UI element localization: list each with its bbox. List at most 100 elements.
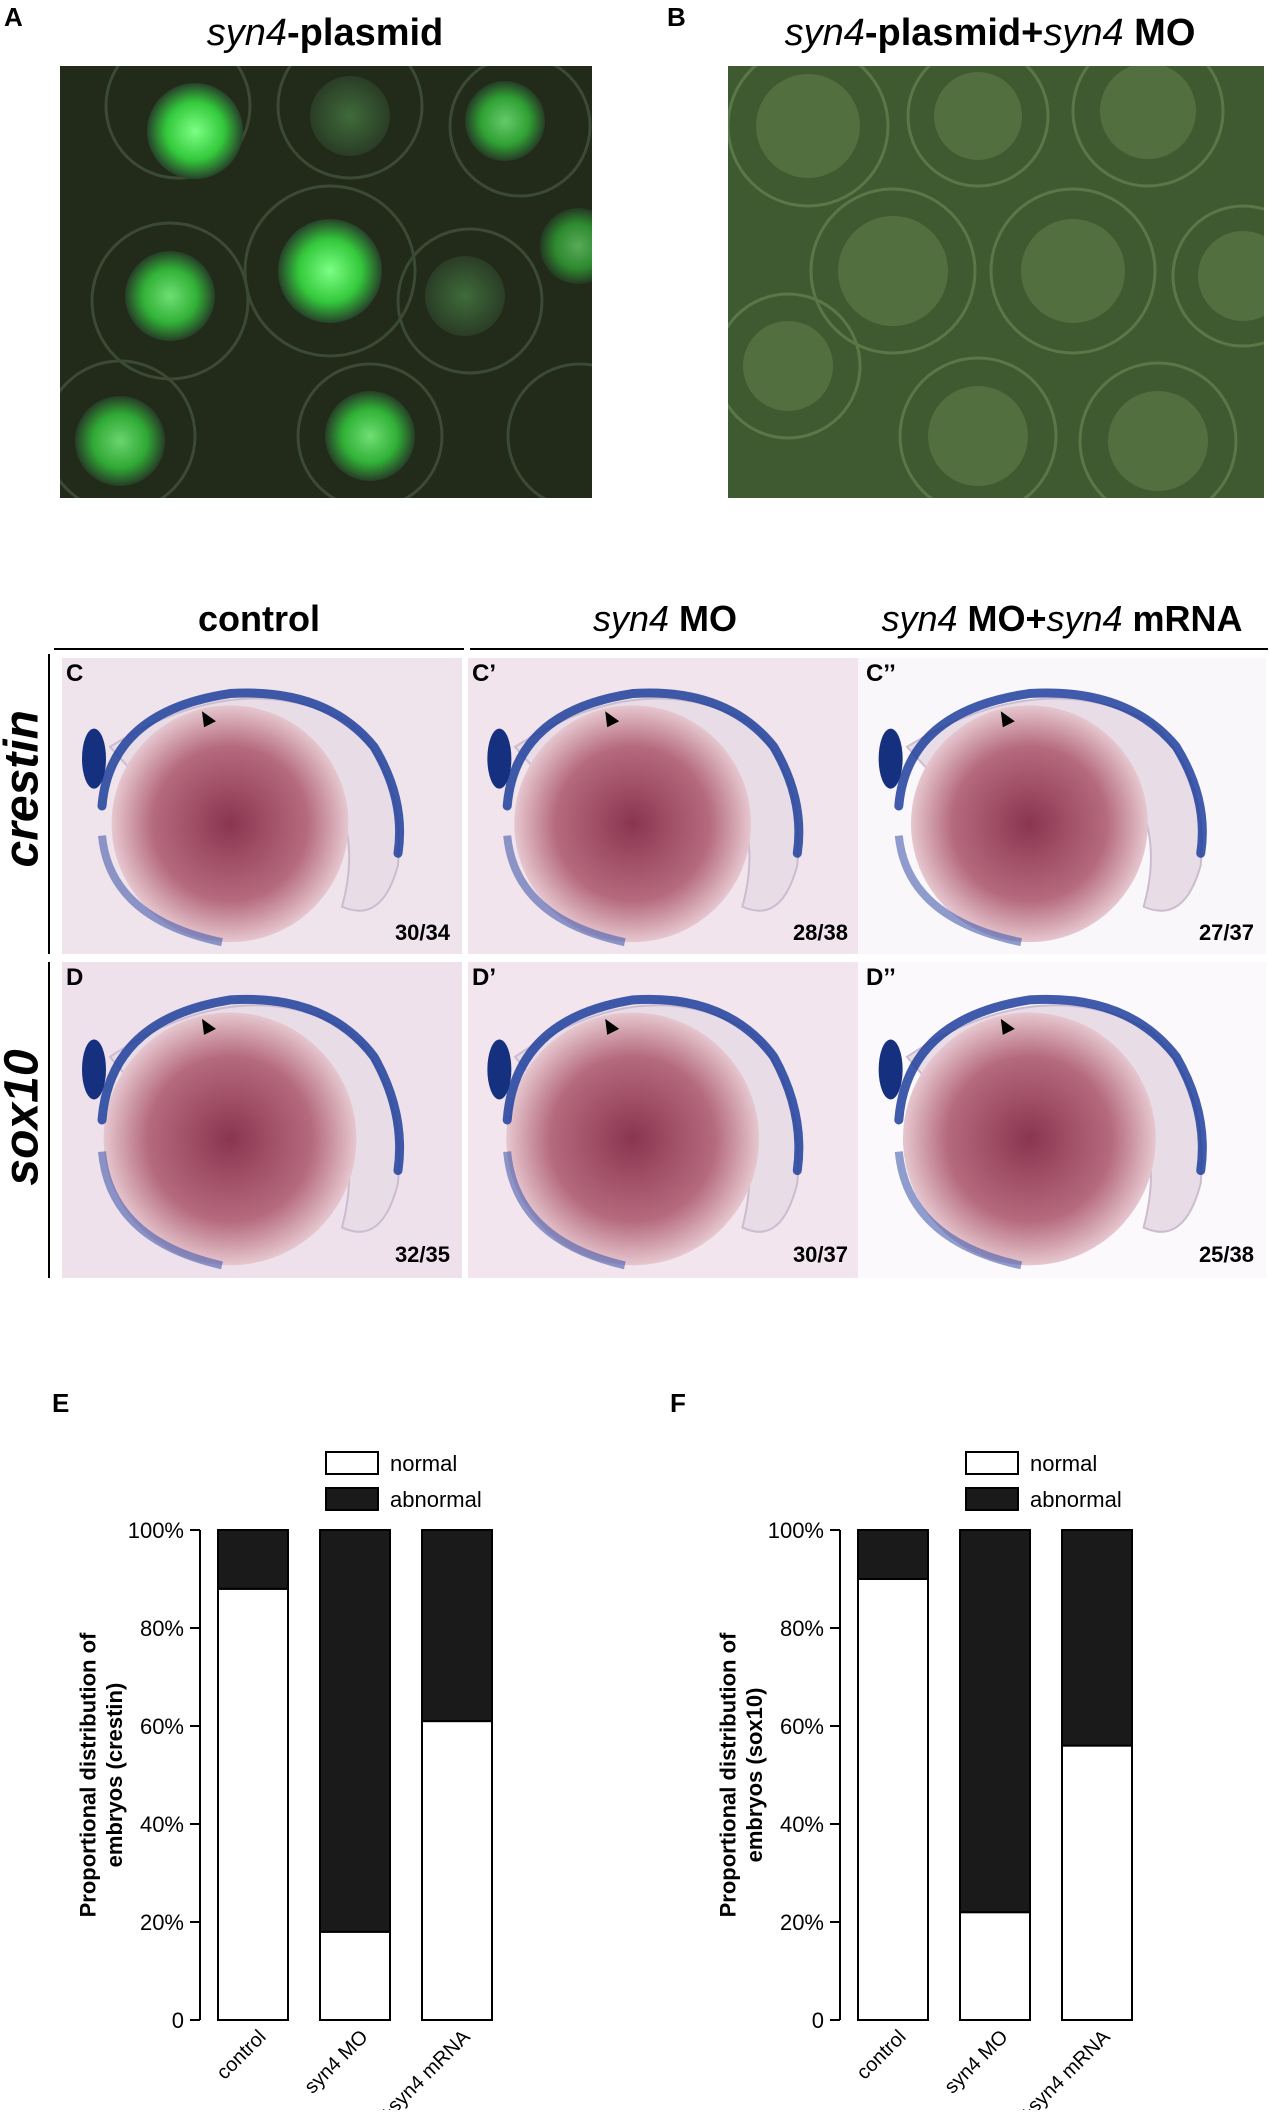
y-tick-label: 80% xyxy=(140,1616,184,1641)
staining xyxy=(503,835,626,947)
bar-abnormal xyxy=(319,1529,391,1933)
staining-head xyxy=(878,1039,903,1100)
arrowhead-marker xyxy=(605,1018,620,1035)
arrowhead-marker xyxy=(605,711,620,728)
row-bracket xyxy=(48,962,50,1278)
y-axis-label: Proportional distribution ofembryos (cre… xyxy=(76,1632,127,1917)
column-header-rescue: syn4 MO+syn4 mRNA xyxy=(881,598,1243,639)
embryo-image-c-double-prime: C’’ 27/37 xyxy=(858,658,1266,954)
embryo-ratio: 25/38 xyxy=(1198,1242,1254,1267)
y-tick-label: 20% xyxy=(140,1910,184,1935)
panel-letter: C’’ xyxy=(866,660,896,687)
staining xyxy=(502,994,804,1176)
embryo-yolk xyxy=(103,1012,357,1266)
y-tick-label: 20% xyxy=(780,1910,824,1935)
staining xyxy=(98,1151,223,1270)
staining xyxy=(98,835,223,947)
panel-letter-f: F xyxy=(670,1388,686,1418)
y-tick-label: 0 xyxy=(172,2008,184,2033)
panel-letter-e: E xyxy=(52,1388,70,1418)
staining-head xyxy=(82,1039,106,1100)
bar-normal xyxy=(857,1578,929,2021)
embryo-image-c: C 30/34 xyxy=(62,658,462,954)
legend-swatch-abnormal xyxy=(965,1487,1019,1511)
staining xyxy=(894,994,1207,1176)
y-tick-label: 100% xyxy=(128,1518,184,1543)
embryo-yolk xyxy=(910,705,1148,943)
staining xyxy=(97,688,405,858)
embryo-yolk xyxy=(111,705,349,943)
legend-label-normal: normal xyxy=(390,1451,457,1476)
y-tick-label: 60% xyxy=(140,1714,184,1739)
arrowhead-marker xyxy=(1000,1018,1015,1035)
legend-swatch-abnormal xyxy=(325,1487,379,1511)
legend-swatch-normal xyxy=(325,1451,379,1475)
embryo-image-c-prime: C’ 28/38 xyxy=(468,658,860,954)
bar-abnormal xyxy=(1061,1529,1133,1747)
embryo-ratio: 28/38 xyxy=(792,920,848,945)
panel-letter: D xyxy=(66,964,84,991)
panel-letter-b: B xyxy=(667,2,686,32)
x-tick-label: control xyxy=(853,2026,911,2084)
fluorescence-image-a xyxy=(60,66,592,498)
y-tick-label: 0 xyxy=(812,2008,824,2033)
bar-abnormal xyxy=(421,1529,493,1723)
row-label-sox10: sox10 xyxy=(0,1049,49,1186)
legend-label-normal: normal xyxy=(1030,1451,1097,1476)
embryo-yolk xyxy=(506,1012,760,1266)
bar-chart-crestin: normal abnormal 0 20% 40% 60% 80% 100% Proportio… xyxy=(76,1451,493,2110)
column-underline xyxy=(470,648,860,650)
bar-normal xyxy=(959,1911,1031,2022)
panel-letter: D’’ xyxy=(866,964,896,991)
embryo-image-d-prime: D’ 30/37 xyxy=(468,962,860,1278)
bar-normal xyxy=(217,1587,289,2022)
bar-normal xyxy=(421,1720,493,2021)
x-tick-label: control xyxy=(213,2026,271,2084)
legend-swatch-normal xyxy=(965,1451,1019,1475)
embryo-ratio: 32/35 xyxy=(394,1242,450,1267)
y-tick-label: 60% xyxy=(780,1714,824,1739)
legend-label-abnormal: abnormal xyxy=(390,1487,482,1512)
embryo-image-d: D 32/35 xyxy=(62,962,462,1278)
column-underline xyxy=(54,648,464,650)
staining-head xyxy=(878,728,903,789)
bar-abnormal xyxy=(959,1529,1031,1914)
staining-head xyxy=(487,728,512,789)
bar-normal xyxy=(1061,1744,1133,2021)
column-underline xyxy=(858,648,1268,650)
arrowhead-marker xyxy=(202,711,216,728)
y-tick-label: 40% xyxy=(780,1812,824,1837)
panel-a-title: syn4-plasmid xyxy=(206,12,444,54)
embryo-ratio: 27/37 xyxy=(1198,920,1254,945)
staining-head xyxy=(487,1039,512,1100)
panel-letter-a: A xyxy=(4,2,23,32)
embryo-yolk xyxy=(902,1012,1156,1266)
staining xyxy=(502,688,804,858)
panel-letter: D’ xyxy=(472,964,496,991)
fluorescence-image-b xyxy=(728,66,1264,498)
y-tick-label: 80% xyxy=(780,1616,824,1641)
column-header-syn4-mo: syn4 MO xyxy=(592,598,738,639)
x-tick-label: syn4 MO xyxy=(940,2026,1012,2098)
column-header-control: control xyxy=(198,598,320,639)
bar-chart-sox10: normal abnormal 0 20% 40% 60% 80% 100% Proportio… xyxy=(716,1451,1133,2110)
row-label-crestin: crestin xyxy=(0,710,49,868)
legend-label-abnormal: abnormal xyxy=(1030,1487,1122,1512)
staining xyxy=(894,835,1023,947)
staining xyxy=(894,1151,1023,1270)
bar-abnormal xyxy=(217,1529,289,1590)
staining xyxy=(503,1151,626,1270)
row-bracket xyxy=(48,654,50,954)
x-tick-label: syn4 MO xyxy=(300,2026,372,2098)
panel-letter: C’ xyxy=(472,660,496,687)
panel-letter: C xyxy=(66,660,84,687)
embryo-ratio: 30/37 xyxy=(792,1242,848,1267)
embryo-ratio: 30/34 xyxy=(394,920,450,945)
staining-head xyxy=(82,728,106,789)
y-tick-label: 40% xyxy=(140,1812,184,1837)
bar-normal xyxy=(319,1930,391,2021)
embryo-yolk xyxy=(514,705,752,943)
staining xyxy=(894,688,1207,858)
panel-b-title: syn4-plasmid+syn4 MO xyxy=(784,12,1196,54)
staining xyxy=(97,994,405,1176)
